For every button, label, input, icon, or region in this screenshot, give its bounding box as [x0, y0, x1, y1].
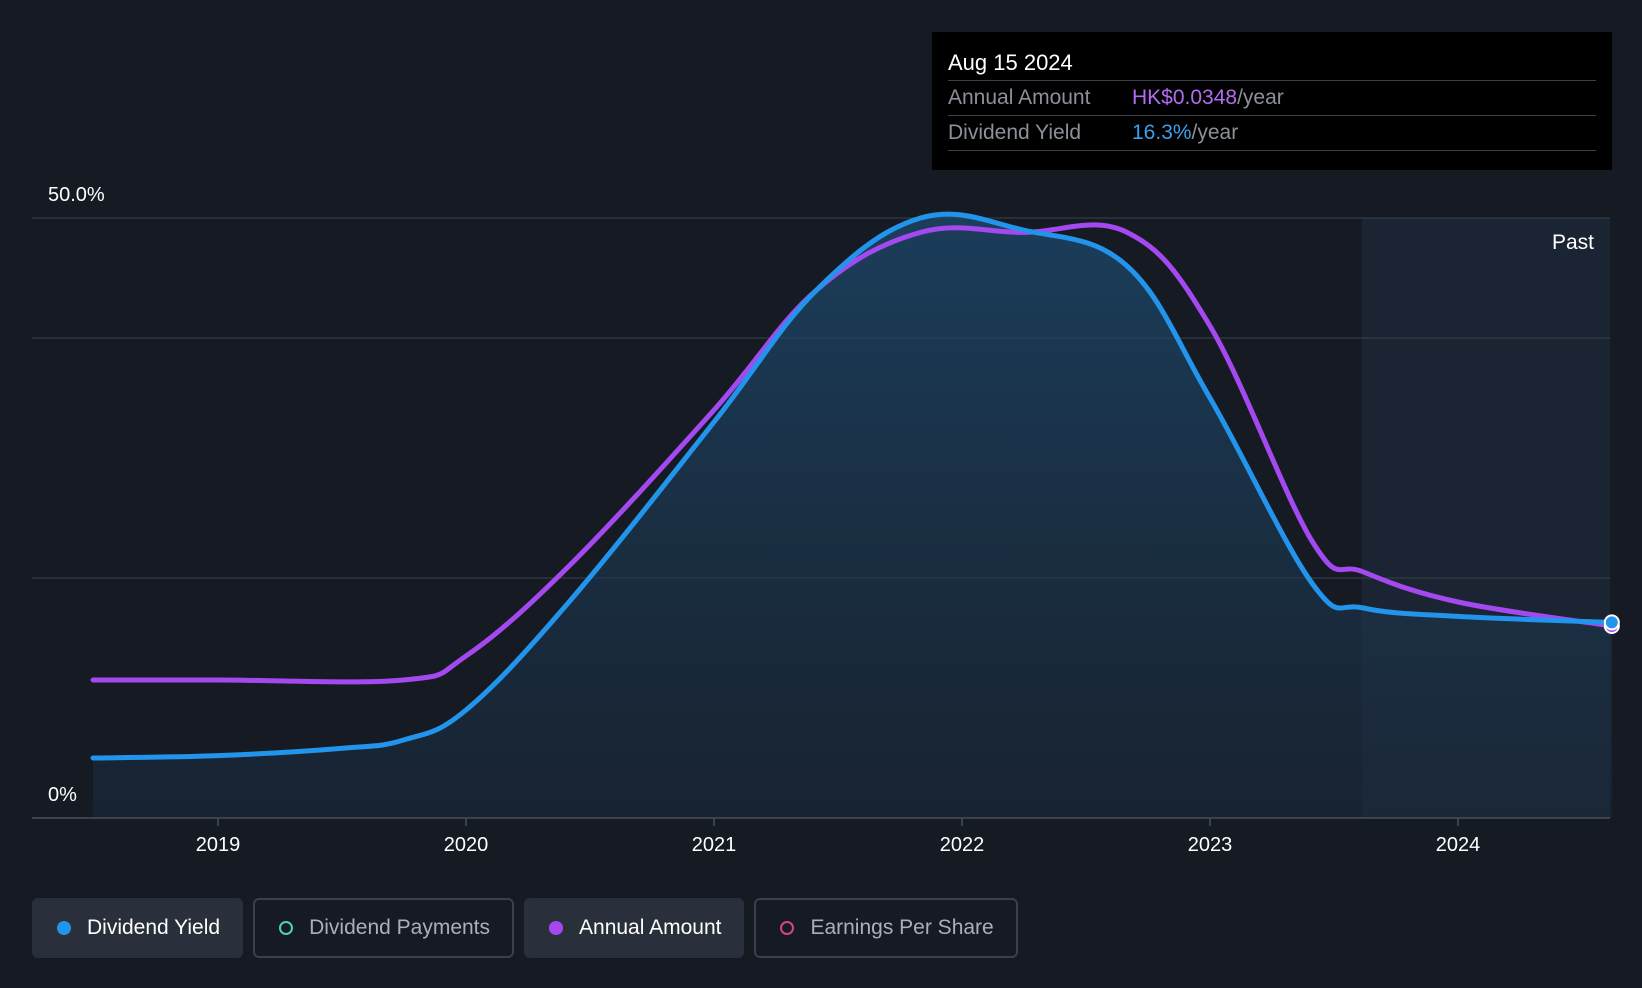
tooltip-unit: /year	[1191, 121, 1239, 144]
dividend-payments-ring-icon	[279, 921, 294, 935]
tooltip-value: HK$0.0348	[1132, 86, 1238, 109]
y-tick-bottom: 0%	[48, 784, 77, 806]
earnings-per-share-ring-icon	[780, 921, 795, 935]
tooltip-unit: /year	[1237, 86, 1284, 109]
legend-annual-amount-button[interactable]: Annual Amount	[524, 898, 745, 958]
past-label: Past	[1552, 231, 1594, 254]
legend-earnings-per-share-button[interactable]: Earnings Per Share	[754, 898, 1018, 958]
series-line-annual-amount	[90, 222, 1615, 685]
tooltip: Aug 15 2024 Annual Amount HK$0.0348 /yea…	[932, 32, 1612, 170]
x-tick-label: 2023	[1188, 834, 1233, 856]
tooltip-value: 16.3%	[1132, 121, 1192, 144]
legend-label: Earnings Per Share	[810, 916, 994, 939]
x-tick-label: 2020	[444, 834, 489, 856]
x-axis-ticks: 2019 2020 2021 2022 2023 2024	[196, 818, 1481, 856]
line-layer	[90, 211, 1615, 761]
tooltip-label: Dividend Yield	[948, 121, 1082, 144]
tooltip-row-annual-amount: Annual Amount HK$0.0348 /year	[948, 81, 1596, 116]
end-markers	[1603, 614, 1620, 634]
x-tick-label: 2022	[940, 834, 985, 856]
dividend-yield-dot-icon	[57, 921, 71, 935]
series-line-dividend-yield	[90, 211, 1615, 761]
legend-label: Dividend Payments	[309, 916, 491, 939]
legend: Dividend Yield Dividend Payments Annual …	[32, 898, 1018, 958]
legend-dividend-payments-button[interactable]: Dividend Payments	[253, 898, 515, 958]
area-layer	[93, 214, 1612, 818]
series-area-dividend-yield	[93, 214, 1612, 818]
y-tick-top: 50.0%	[48, 184, 105, 206]
legend-label: Annual Amount	[579, 916, 722, 939]
tooltip-date: Aug 15 2024	[948, 46, 1596, 81]
legend-dividend-yield-button[interactable]: Dividend Yield	[32, 898, 244, 958]
tooltip-row-dividend-yield: Dividend Yield 16.3% /year	[948, 116, 1596, 151]
x-tick-label: 2019	[196, 834, 241, 856]
tooltip-label: Annual Amount	[948, 86, 1091, 109]
end-point-dividend-yield	[1603, 614, 1620, 631]
x-tick-label: 2021	[692, 834, 737, 856]
x-tick-label: 2024	[1436, 834, 1481, 856]
annual-amount-dot-icon	[549, 921, 564, 935]
legend-label: Dividend Yield	[87, 916, 221, 939]
